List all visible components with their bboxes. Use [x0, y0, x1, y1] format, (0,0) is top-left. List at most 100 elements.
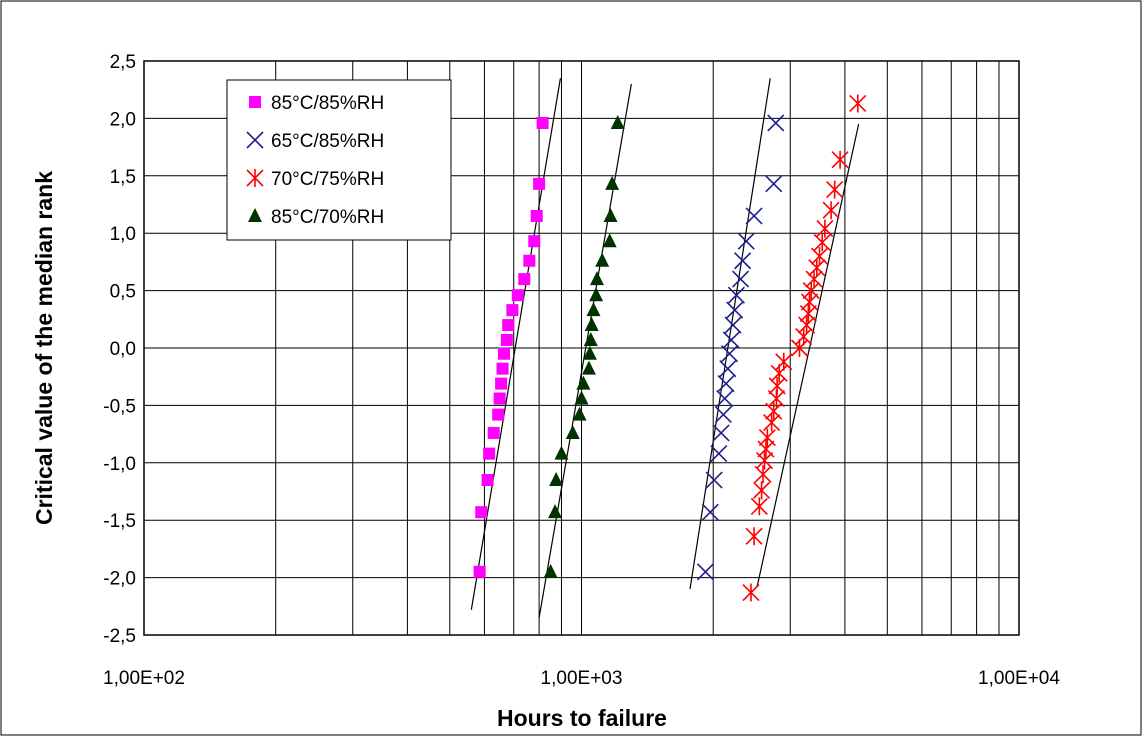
point-series-4: [581, 360, 596, 375]
x-axis-label: Hours to failure: [497, 705, 667, 731]
y-tick-labels: -2,5 -2,0 -1,5 -1,0 -0,5 0,0 0,5 1,0 1,5 2,0 2,5: [103, 52, 136, 647]
point-series-1: [511, 289, 524, 302]
point-series-3: [742, 583, 760, 602]
y-axis-label: Critical value of the median rank: [31, 171, 57, 525]
point-series-2: [745, 207, 763, 225]
legend-label-2: 65°C/85%RH: [271, 131, 384, 152]
x-tick-label: 1,00E+02: [103, 668, 185, 689]
point-series-1: [496, 362, 509, 375]
point-series-4: [603, 207, 618, 222]
legend-marker-2: [246, 131, 264, 149]
point-series-4: [590, 271, 605, 286]
point-series-3: [816, 219, 834, 238]
point-series-2: [696, 563, 715, 581]
y-tick-label: -2,5: [103, 626, 136, 647]
y-tick-label: -2,0: [103, 569, 136, 590]
fit-line-series-2: [689, 78, 771, 590]
point-series-3: [775, 352, 793, 371]
point-series-3: [808, 258, 826, 277]
fit-line-series-1: [470, 78, 562, 610]
point-series-1: [493, 392, 506, 405]
point-series-4: [586, 302, 601, 317]
point-series-3: [795, 327, 813, 346]
legend-marker-1: [249, 96, 261, 108]
point-series-2: [724, 316, 742, 334]
x-tick-label: 1,00E+04: [978, 668, 1060, 689]
point-series-2: [732, 270, 750, 288]
point-series-2: [727, 286, 745, 304]
point-series-1: [528, 235, 541, 248]
point-series-2: [722, 331, 740, 349]
point-series-3: [754, 465, 772, 484]
point-series-3: [831, 150, 849, 169]
point-series-4: [584, 317, 599, 332]
point-series-3: [750, 497, 768, 516]
point-series-1: [536, 116, 549, 129]
y-tick-label: 1,0: [110, 224, 136, 245]
legend-box: [226, 79, 452, 241]
point-series-1: [481, 474, 494, 487]
x-tick-label: 1,00E+03: [541, 668, 623, 689]
legend-label-1: 85°C/85%RH: [271, 93, 384, 114]
point-series-4: [595, 252, 610, 267]
point-series-2: [710, 445, 728, 463]
y-tick-label: 2,5: [110, 52, 136, 73]
point-series-4: [543, 563, 558, 578]
point-series-4: [548, 504, 563, 519]
point-series-4: [574, 390, 589, 405]
point-series-2: [737, 232, 755, 250]
point-series-2: [716, 389, 734, 408]
point-series-2: [765, 175, 783, 193]
point-series-4: [572, 406, 587, 421]
y-tick-label: -0,5: [103, 396, 136, 417]
legend-marker-4: [248, 208, 262, 222]
legend-marker-3: [246, 169, 264, 187]
y-tick-label: 2,0: [110, 109, 136, 130]
point-series-1: [497, 347, 510, 360]
y-tick-label: 0,0: [110, 339, 136, 360]
point-series-4: [565, 424, 580, 439]
point-series-4: [602, 233, 617, 248]
point-series-2: [701, 503, 719, 521]
point-series-2: [721, 345, 739, 363]
point-series-3: [810, 247, 829, 266]
point-series-3: [822, 201, 840, 220]
point-series-4: [589, 287, 604, 302]
point-series-2: [734, 252, 752, 270]
fit-line-series-4: [538, 83, 632, 618]
point-series-2: [714, 406, 732, 424]
point-series-4: [605, 175, 620, 190]
point-series-4: [582, 345, 597, 360]
y-tick-label: -1,0: [103, 454, 136, 475]
point-series-1: [487, 426, 500, 439]
legend-label-3: 70°C/75%RH: [271, 169, 384, 190]
y-tick-label: 0,5: [110, 282, 136, 303]
point-series-3: [790, 339, 809, 357]
point-series-1: [523, 254, 536, 267]
point-series-3: [849, 94, 867, 113]
point-series-4: [576, 375, 591, 390]
point-series-2: [719, 360, 737, 378]
point-series-4: [583, 331, 598, 346]
point-series-3: [753, 481, 771, 500]
point-series-4: [554, 445, 569, 460]
point-series-1: [475, 506, 488, 519]
legend-label-4: 85°C/70%RH: [271, 207, 384, 228]
point-series-1: [483, 447, 496, 460]
legend: 85°C/85%RH 65°C/85%RH 70°C/75%RH 85°C/70%RH: [226, 79, 452, 241]
point-series-1: [533, 177, 546, 190]
point-series-1: [500, 333, 513, 346]
x-tick-labels: 1,00E+02 1,00E+03 1,00E+04: [103, 668, 1060, 689]
point-series-2: [726, 301, 744, 319]
point-series-1: [473, 565, 486, 578]
point-series-3: [802, 281, 820, 300]
point-series-3: [813, 233, 831, 252]
point-series-3: [826, 180, 844, 199]
y-tick-label: 1,5: [110, 167, 136, 188]
point-series-2: [717, 375, 735, 393]
point-series-4: [549, 472, 564, 487]
point-series-3: [745, 527, 763, 546]
point-series-1: [492, 408, 505, 421]
